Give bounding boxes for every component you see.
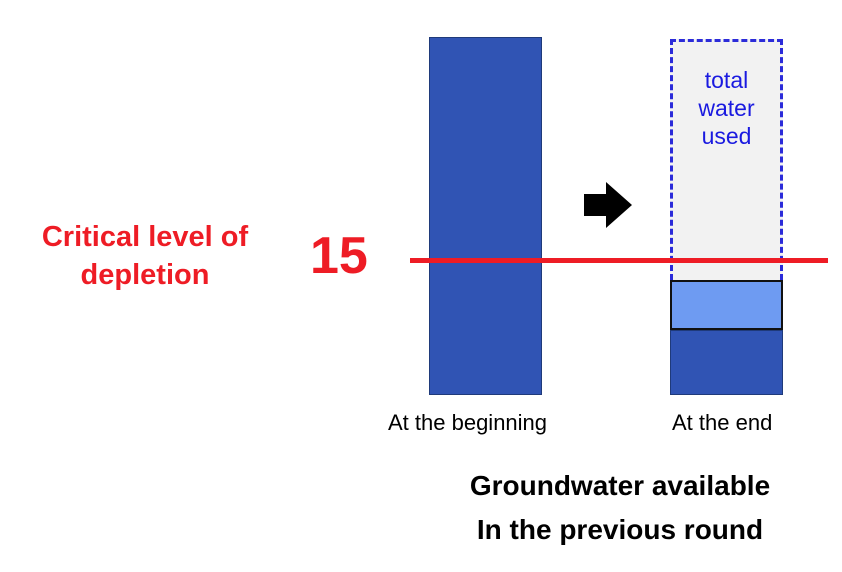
caption-at-end: At the end bbox=[672, 410, 773, 435]
total-water-used-label: total water used bbox=[670, 66, 783, 150]
critical-level-label: Critical level of depletion bbox=[0, 218, 290, 294]
critical-label-line1: Critical level of bbox=[41, 221, 249, 253]
used-line3: used bbox=[701, 123, 752, 149]
caption-at-beginning: At the beginning bbox=[388, 410, 548, 435]
footer-line2: In the previous round bbox=[476, 514, 764, 545]
bar-end-light-segment bbox=[670, 280, 783, 330]
used-line1: total bbox=[704, 67, 749, 93]
bar-end-dark-segment bbox=[670, 330, 783, 395]
footer-title: Groundwater available In the previous ro… bbox=[405, 464, 835, 552]
footer-line1: Groundwater available bbox=[469, 470, 771, 501]
bar-at-beginning bbox=[429, 37, 542, 395]
used-line2: water bbox=[698, 95, 755, 121]
critical-level-line bbox=[410, 258, 828, 263]
bar-total-water-used bbox=[670, 39, 783, 280]
critical-level-value: 15 bbox=[310, 227, 368, 285]
critical-label-line2: depletion bbox=[80, 259, 210, 291]
right-arrow-icon bbox=[584, 182, 632, 228]
